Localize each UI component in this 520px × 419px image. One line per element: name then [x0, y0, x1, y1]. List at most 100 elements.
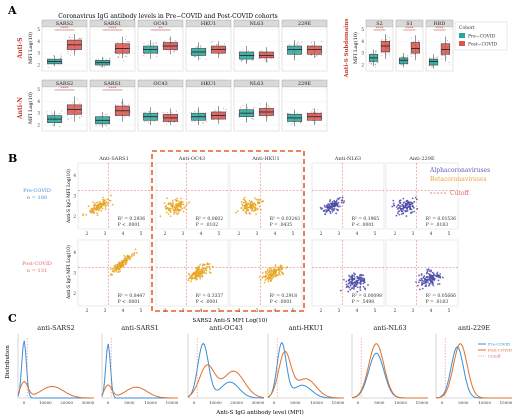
scatter-title: Anti-NL63 [334, 156, 361, 162]
ytick-label: 4 [361, 39, 364, 44]
scatter-point [177, 212, 180, 214]
scatter-point [329, 210, 332, 213]
xtick-label: 5000 [374, 400, 385, 405]
scatter-point [400, 208, 403, 210]
scatter-bg [385, 239, 459, 307]
scatter-point [425, 285, 428, 287]
jitter-point [410, 53, 412, 55]
jitter-point [407, 55, 409, 57]
panel-letter-b: B [8, 152, 17, 165]
jitter-point [320, 55, 322, 57]
scatter-point [270, 267, 273, 269]
scatter-point [430, 270, 432, 273]
scatter-point [402, 206, 405, 209]
scatter-point [261, 200, 263, 203]
scatter-point [246, 206, 249, 209]
jitter-point [389, 39, 391, 41]
scatter-point [198, 275, 201, 278]
scatter-point [329, 207, 331, 210]
scatter-point [429, 276, 431, 279]
scatter-point [124, 262, 127, 265]
scatter-point [332, 205, 334, 208]
scatter-point [241, 203, 243, 205]
scatter-title: Anti-OC43 [178, 156, 205, 162]
scatter-point [246, 209, 248, 212]
jitter-point [315, 55, 317, 57]
panel-letter-c: C [8, 312, 17, 325]
jitter-point [437, 56, 439, 58]
strip-label-RBD: RBD [434, 21, 445, 27]
r2-label: R² = 0.05666 [426, 293, 457, 299]
scatter-point [190, 274, 193, 277]
anti-n-row-label: Anti-N MFI Log(10) [17, 92, 34, 124]
scatter-point [334, 201, 337, 203]
jitter-point [266, 59, 268, 61]
scatter-point [267, 280, 270, 283]
scatter-point [101, 203, 104, 206]
jitter-point [197, 46, 199, 48]
legend-beta: Betacoronaviruses [430, 176, 487, 183]
scatter-point [360, 280, 363, 282]
jitter-point [69, 54, 71, 56]
jitter-point [59, 113, 61, 115]
scatter-point [396, 208, 399, 210]
jitter-point [151, 42, 153, 44]
scatter-point [332, 209, 334, 211]
scatter-point [165, 211, 168, 214]
legend-cutoff-label: Cutoff [488, 354, 502, 359]
scatter-point [273, 272, 276, 275]
anti-s-ylabel: MFI Log(10) [27, 32, 34, 64]
scatter-point [427, 281, 429, 284]
scatter-point [347, 290, 350, 293]
jitter-point [445, 56, 447, 58]
scatter-point [429, 278, 432, 281]
scatter-point [405, 203, 408, 205]
scatter-point [335, 212, 338, 215]
scatter-point [92, 201, 94, 204]
scatter-point [135, 251, 138, 254]
jitter-point [287, 122, 289, 124]
scatter-point [421, 287, 424, 290]
jitter-point [125, 41, 127, 43]
scatter-point [278, 272, 280, 275]
xtick-label: 3 [338, 308, 341, 313]
scatter-point [351, 276, 354, 279]
jitter-point [96, 59, 98, 61]
scatter-point [426, 268, 429, 271]
density-pre [187, 342, 264, 399]
xtick-label: 5 [140, 308, 143, 313]
scatter-point [279, 273, 281, 276]
scatter-point [421, 278, 423, 280]
strip-label-NL63: NL63 [249, 21, 263, 27]
scatter-point [418, 274, 420, 277]
scatter-point [330, 204, 333, 207]
jitter-point [371, 62, 373, 64]
scatter-point [264, 274, 267, 277]
legend-cutoff: Cutoff [450, 190, 469, 197]
scatter-point [272, 269, 275, 272]
scatter-point [422, 280, 425, 283]
scatter-point [258, 205, 261, 208]
jitter-point [385, 38, 387, 40]
xtick-label: 0 [273, 400, 276, 405]
scatter-point [187, 201, 190, 204]
box-cell-NL63: NL63 [233, 19, 280, 72]
jitter-point [381, 39, 383, 41]
jitter-point [247, 107, 249, 109]
scatter-point [402, 212, 405, 215]
box-cell-SARS2: SARS2**** [41, 19, 88, 72]
scatter-point [272, 275, 275, 278]
xtick-label: 4 [122, 308, 125, 313]
jitter-point [106, 125, 108, 127]
xtick-label: 5 [448, 308, 451, 313]
scatter-bg [155, 239, 229, 307]
jitter-point [101, 65, 103, 67]
scatter-point [206, 262, 209, 265]
scatter-point [163, 202, 166, 204]
scatter-point [348, 274, 350, 277]
jitter-point [117, 42, 119, 44]
jitter-point [194, 56, 196, 58]
plot-bg-NL63 [233, 26, 280, 72]
